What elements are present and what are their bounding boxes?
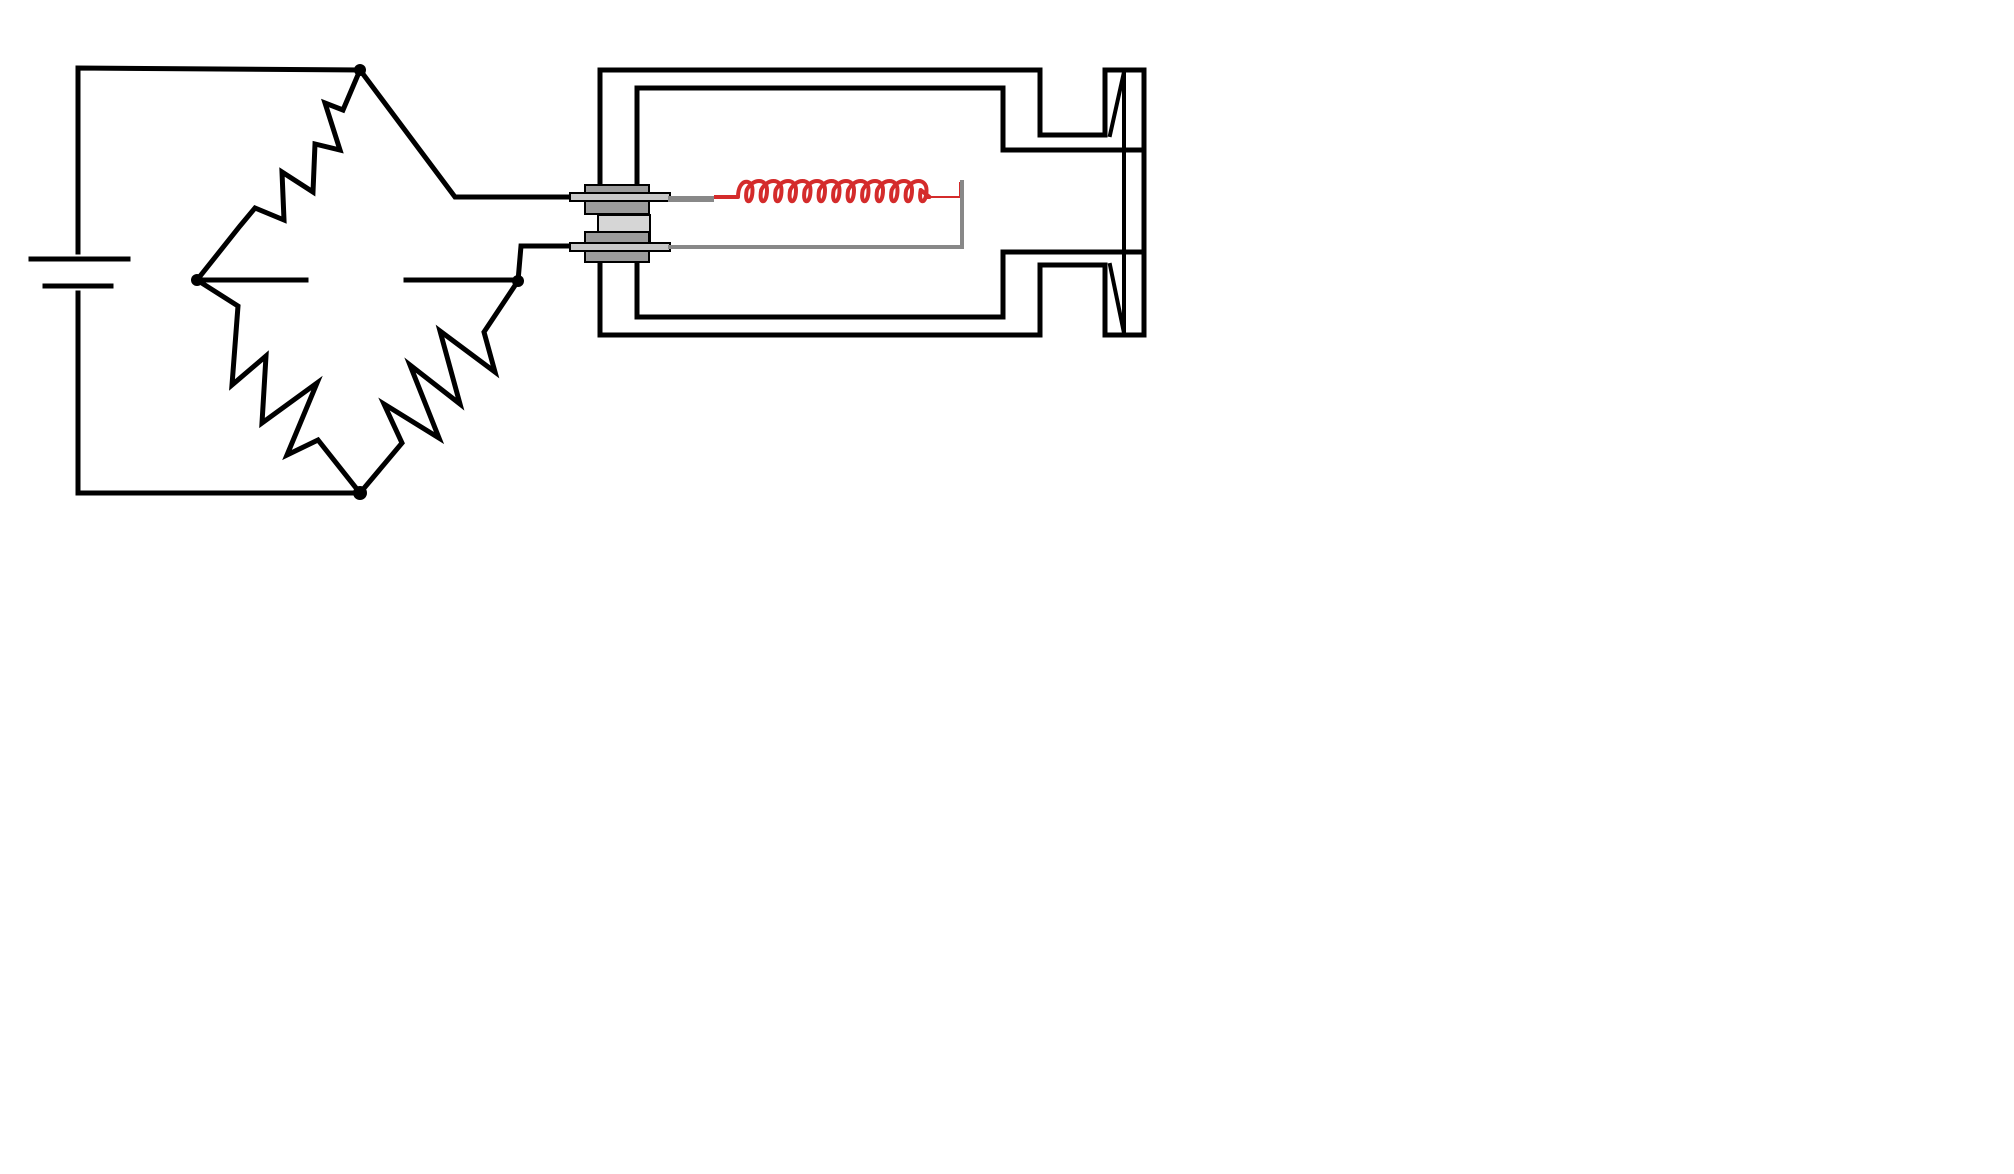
cell-outer-wall: [597, 67, 1147, 338]
connector-ring-2: [584, 200, 650, 215]
bridge-node-top: [354, 64, 366, 76]
outer-loop-wires: [75, 65, 363, 496]
bridge-nodes: [191, 64, 524, 500]
return-lead-wire: [668, 180, 964, 249]
connector-pin-top: [569, 192, 671, 202]
sensor-cell-leads: [356, 66, 578, 284]
connector-pin-bottom: [569, 242, 671, 252]
sensor-cell-housing: [597, 67, 1147, 338]
wire-battery-top: [75, 65, 363, 255]
wire-to-return-lead: [515, 243, 578, 284]
resistor-bottom-right: [356, 277, 522, 497]
wire-battery-bottom: [75, 290, 363, 496]
feedthrough-connector: [569, 184, 671, 263]
filament-assembly: [668, 179, 961, 204]
cell-inner-wall-bottom: [634, 85, 1143, 320]
flange-bevel-bottom: [1107, 262, 1127, 336]
cell-flange: [1107, 68, 1127, 337]
resistor-top-left: [193, 66, 364, 284]
bridge-node-left: [191, 274, 203, 286]
filament-end: [926, 182, 961, 198]
heated-filament-coil: [714, 179, 932, 204]
bridge-node-right: [512, 275, 524, 287]
battery: [28, 256, 131, 289]
bridge-node-bottom: [353, 486, 367, 500]
wire-to-filament: [356, 66, 578, 200]
flange-bevel-top: [1107, 69, 1127, 138]
resistor-bottom-left: [193, 276, 364, 497]
cell-inner-wall-top: [634, 85, 1143, 153]
